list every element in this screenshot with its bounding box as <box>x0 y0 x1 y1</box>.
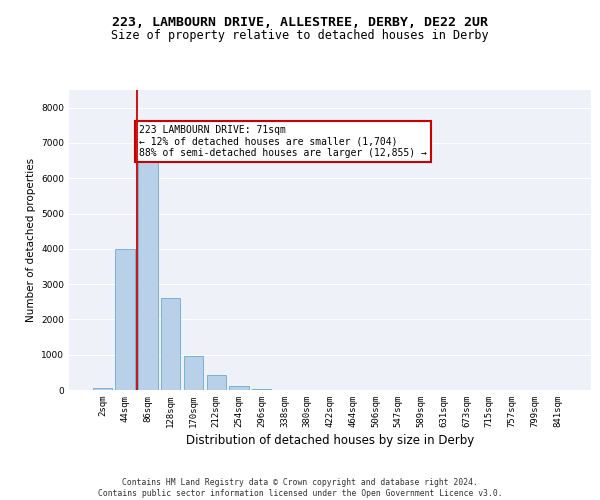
Text: 223 LAMBOURN DRIVE: 71sqm
← 12% of detached houses are smaller (1,704)
88% of se: 223 LAMBOURN DRIVE: 71sqm ← 12% of detac… <box>139 126 427 158</box>
Bar <box>93 388 112 390</box>
Bar <box>138 160 158 390</box>
Bar <box>161 298 181 390</box>
X-axis label: Distribution of detached houses by size in Derby: Distribution of detached houses by size … <box>186 434 474 447</box>
Text: Contains HM Land Registry data © Crown copyright and database right 2024.
Contai: Contains HM Land Registry data © Crown c… <box>98 478 502 498</box>
Bar <box>184 356 203 390</box>
Bar <box>252 388 271 390</box>
Bar <box>206 375 226 390</box>
Y-axis label: Number of detached properties: Number of detached properties <box>26 158 35 322</box>
Bar <box>115 249 135 390</box>
Text: Size of property relative to detached houses in Derby: Size of property relative to detached ho… <box>111 28 489 42</box>
Bar <box>229 386 248 390</box>
Text: 223, LAMBOURN DRIVE, ALLESTREE, DERBY, DE22 2UR: 223, LAMBOURN DRIVE, ALLESTREE, DERBY, D… <box>112 16 488 29</box>
